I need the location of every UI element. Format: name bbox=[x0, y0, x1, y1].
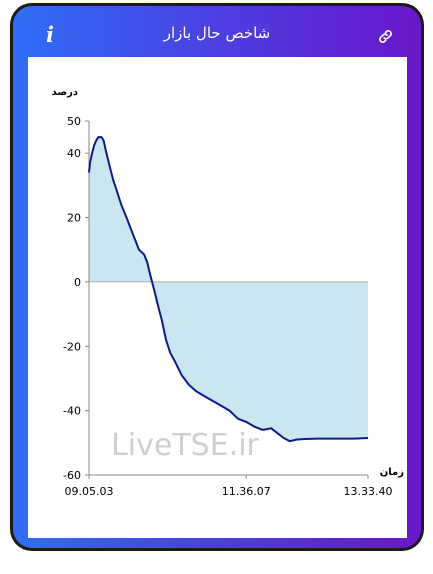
market-index-chart: درصد زمان LiveTSE.ir 50 40 20 0 -20 -40 -60 09… bbox=[52, 87, 405, 498]
header-bar: i شاخص حال بازار bbox=[13, 6, 421, 58]
chart-panel: درصد زمان LiveTSE.ir 50 40 20 0 -20 -40 -60 09… bbox=[28, 57, 407, 538]
y-tick-label: 20 bbox=[67, 212, 81, 225]
app-frame: i شاخص حال بازار درصد زمان LiveTSE.ir 50… bbox=[10, 3, 424, 551]
area-fill bbox=[89, 137, 368, 442]
x-axis-label: زمان bbox=[380, 467, 404, 478]
y-tick-label: -20 bbox=[63, 340, 81, 353]
watermark: LiveTSE.ir bbox=[111, 428, 259, 463]
x-tick-label: 13.33.40 bbox=[344, 485, 393, 498]
y-axis-label: درصد bbox=[52, 87, 78, 98]
y-tick-label: -40 bbox=[63, 405, 81, 418]
series-line bbox=[88, 136, 369, 443]
y-tick-label: -60 bbox=[63, 469, 81, 482]
y-tick-label: 40 bbox=[67, 147, 81, 160]
y-tick-label: 0 bbox=[74, 276, 81, 289]
info-icon[interactable]: i bbox=[46, 22, 54, 47]
app-window: i شاخص حال بازار درصد زمان LiveTSE.ir 50… bbox=[13, 6, 421, 548]
x-tick-label: 11.36.07 bbox=[222, 485, 271, 498]
link-icon[interactable] bbox=[377, 28, 394, 45]
x-tick-label: 09.05.03 bbox=[65, 485, 114, 498]
page-title: شاخص حال بازار bbox=[163, 24, 271, 42]
y-tick-label: 50 bbox=[67, 115, 81, 128]
